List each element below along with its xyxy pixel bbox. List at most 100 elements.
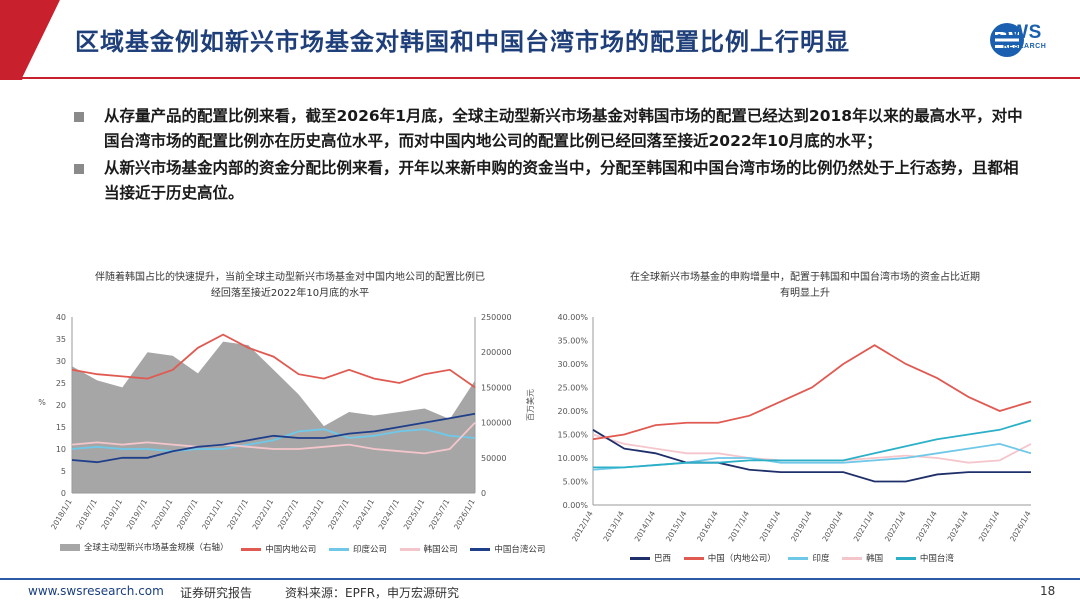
- page-title: 区域基金例如新兴市场基金对韩国和中国台湾市场的配置比例上行明显: [75, 28, 850, 56]
- series-area-aum: [72, 341, 475, 493]
- y-tick-label: 40.00%: [557, 313, 588, 322]
- x-tick-label: 2019/1/4: [789, 509, 814, 543]
- x-tick-label: 2025/1/1: [402, 497, 427, 531]
- x-tick-label: 2019/7/1: [125, 497, 150, 531]
- y-tick-label: 30.00%: [557, 360, 588, 369]
- right-y-axis-label: 百万美元: [525, 389, 535, 421]
- x-tick-label: 2022/1/4: [883, 509, 908, 543]
- series-line-korea: [71, 421, 476, 455]
- left-y-tick-label: 5: [61, 467, 66, 476]
- y-tick-label: 25.00%: [557, 384, 588, 393]
- right-y-tick-label: 200000: [481, 348, 512, 357]
- legend-item-taiwan: 中国台湾公司: [470, 543, 545, 555]
- bullet-list: 从存量产品的配置比例来看，截至2026年1月底，全球主动型新兴市场基金对韩国市场…: [72, 104, 1032, 208]
- right-y-tick-label: 150000: [481, 383, 512, 392]
- footer-report-type: 证券研究报告: [180, 586, 253, 600]
- left-chart-title-line2: 经回落至接近2022年10月底的水平: [210, 288, 370, 299]
- right-chart-title: 在全球新兴市场基金的申购增量中，配置于韩国和中国台湾市场的资金占比近期 有明显上…: [560, 270, 1050, 302]
- series-line-india: [71, 428, 476, 453]
- logo-wordmark: SWS: [997, 22, 1042, 43]
- x-tick-label: 2023/7/1: [326, 497, 351, 531]
- x-tick-label: 2014/1/4: [633, 509, 658, 543]
- left-chart-title: 伴随着韩国占比的快速提升，当前全球主动型新兴市场基金对中国内地公司的配置比例已 …: [60, 270, 520, 302]
- x-tick-label: 2020/1/4: [820, 509, 845, 543]
- y-tick-label: 0.00%: [563, 501, 589, 510]
- y-tick-label: 20.00%: [557, 407, 588, 416]
- bullet-item: 从新兴市场基金内部的资金分配比例来看，开年以来新申购的资金当中，分配至韩国和中国…: [72, 156, 1032, 206]
- legend-item-korea: 韩国: [842, 552, 883, 564]
- x-tick-label: 2021/1/4: [852, 509, 877, 543]
- left-y-tick-label: 0: [61, 489, 66, 498]
- left-chart-legend: 全球主动型新兴市场基金规模（右轴） 中国内地公司 印度公司 韩国公司 中国台湾公…: [60, 541, 555, 555]
- x-tick-label: 2020/7/1: [175, 497, 200, 531]
- x-tick-label: 2021/1/1: [200, 497, 225, 531]
- left-y-tick-label: 15: [56, 423, 66, 432]
- right-chart: 0.00% 5.00% 10.00% 15.00% 20.00% 25.00% 30.00%…: [557, 313, 1033, 543]
- left-y-tick-label: 20: [56, 401, 66, 410]
- right-y-tick-label: 100000: [481, 419, 512, 428]
- legend-item-china: 中国内地公司: [241, 543, 316, 555]
- legend-item-korea: 韩国公司: [399, 543, 458, 555]
- sws-logo-icon: [990, 23, 1024, 57]
- x-tick-label: 2012/1/4: [570, 509, 595, 543]
- legend-item-india: 印度: [788, 552, 829, 564]
- x-tick-label: 2018/1/4: [758, 509, 783, 543]
- bullet-square-icon: [74, 112, 84, 122]
- left-chart-title-line1: 伴随着韩国占比的快速提升，当前全球主动型新兴市场基金对中国内地公司的配置比例已: [95, 272, 485, 283]
- legend-item-taiwan: 中国台湾: [895, 552, 954, 564]
- bullet-text: 从存量产品的配置比例来看，截至2026年1月底，全球主动型新兴市场基金对韩国市场…: [104, 107, 1023, 150]
- series-line-china-mainland: [592, 344, 1032, 441]
- footer-source: 资料来源：EPFR，申万宏源研究: [285, 586, 460, 600]
- x-tick-label: 2025/7/1: [427, 497, 452, 531]
- left-y-tick-label: 40: [56, 313, 66, 322]
- y-tick-label: 15.00%: [557, 431, 588, 440]
- bullet-square-icon: [74, 164, 84, 174]
- right-chart-title-line1: 在全球新兴市场基金的申购增量中，配置于韩国和中国台湾市场的资金占比近期: [630, 272, 980, 283]
- x-tick-label: 2024/1/1: [351, 497, 376, 531]
- x-tick-label: 2019/1/1: [99, 497, 124, 531]
- right-y-tick-label: 50000: [481, 454, 506, 463]
- bullet-text: 从新兴市场基金内部的资金分配比例来看，开年以来新申购的资金当中，分配至韩国和中国…: [104, 159, 1019, 202]
- legend-item-aum: 全球主动型新兴市场基金规模（右轴）: [60, 541, 229, 553]
- right-y-tick-label: 250000: [481, 313, 512, 322]
- page-number: 18: [1040, 584, 1056, 598]
- x-tick-label: 2017/1/4: [727, 509, 752, 543]
- x-tick-label: 2016/1/4: [695, 509, 720, 543]
- x-tick-label: 2026/1/1: [452, 497, 477, 531]
- x-tick-label: 2018/1/1: [49, 497, 74, 531]
- logo-subtext: RESEARCH: [1003, 43, 1047, 50]
- x-tick-label: 2023/1/4: [914, 509, 939, 543]
- header-band: [0, 0, 1080, 80]
- left-chart: 0 5 10 15 20 25 30 35 40 0 50000 100000 150000 200000…: [38, 313, 535, 531]
- series-line-india: [592, 442, 1032, 471]
- left-y-tick-label: 30: [56, 357, 66, 366]
- legend-item-india: 印度公司: [328, 543, 387, 555]
- right-chart-title-line2: 有明显上升: [780, 288, 830, 299]
- y-tick-label: 35.00%: [557, 337, 588, 346]
- x-tick-label: 2021/7/1: [225, 497, 250, 531]
- x-tick-label: 2024/7/1: [377, 497, 402, 531]
- x-tick-label: 2026/1/4: [1008, 509, 1033, 543]
- series-line-taiwan: [593, 419, 1032, 469]
- left-y-tick-label: 10: [56, 445, 66, 454]
- x-tick-label: 2020/1/1: [150, 497, 175, 531]
- bullet-item: 从存量产品的配置比例来看，截至2026年1月底，全球主动型新兴市场基金对韩国市场…: [72, 104, 1032, 154]
- series-line-taiwan: [71, 412, 476, 464]
- legend-item-brazil: 巴西: [630, 552, 671, 564]
- x-tick-label: 2015/1/4: [664, 509, 689, 543]
- left-y-tick-label: 35: [56, 335, 66, 344]
- x-tick-label: 2018/7/1: [74, 497, 99, 531]
- series-line-brazil: [592, 429, 1031, 483]
- series-line-china: [71, 333, 476, 389]
- y-tick-label: 5.00%: [563, 478, 589, 487]
- x-tick-label: 2022/7/1: [276, 497, 301, 531]
- x-tick-label: 2022/1/1: [251, 497, 276, 531]
- x-tick-label: 2025/1/4: [977, 509, 1002, 543]
- left-y-axis-label: %: [38, 398, 46, 407]
- right-chart-legend: 巴西 中国（内地公司） 印度 韩国 中国台湾: [630, 552, 964, 564]
- footer-website[interactable]: www.swsresearch.com: [28, 584, 164, 598]
- x-tick-label: 2024/1/4: [946, 509, 971, 543]
- x-tick-label: 2023/1/1: [301, 497, 326, 531]
- footer-divider: [0, 578, 1080, 580]
- y-tick-label: 10.00%: [557, 454, 588, 463]
